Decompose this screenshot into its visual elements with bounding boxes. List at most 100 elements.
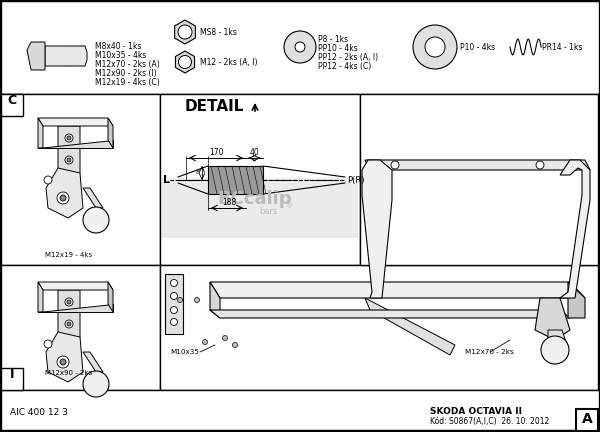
Bar	[1, 265, 160, 390]
Text: MS8 - 1ks: MS8 - 1ks	[200, 28, 237, 37]
Polygon shape	[38, 140, 113, 148]
Text: PP12 - 2ks (A, I): PP12 - 2ks (A, I)	[318, 53, 378, 62]
Polygon shape	[210, 282, 220, 318]
Circle shape	[178, 25, 192, 39]
Text: I: I	[10, 368, 14, 381]
Circle shape	[295, 42, 305, 52]
Circle shape	[57, 192, 69, 204]
Text: A: A	[581, 412, 592, 426]
Circle shape	[223, 336, 227, 340]
Text: M12x90 - 2ks (I): M12x90 - 2ks (I)	[95, 69, 157, 78]
Polygon shape	[46, 168, 83, 218]
Circle shape	[67, 322, 71, 326]
Circle shape	[67, 136, 71, 140]
Text: ®: ®	[286, 203, 293, 209]
Polygon shape	[58, 290, 80, 342]
Circle shape	[170, 280, 178, 286]
Text: PR14 - 1ks: PR14 - 1ks	[542, 43, 583, 52]
Text: C: C	[7, 94, 17, 107]
Circle shape	[65, 134, 73, 142]
Text: M12x19 - 4ks (C): M12x19 - 4ks (C)	[95, 78, 160, 87]
Text: M12x70 - 2ks: M12x70 - 2ks	[465, 349, 514, 355]
Text: P8 - 1ks: P8 - 1ks	[318, 35, 348, 44]
Text: BCcalip: BCcalip	[218, 190, 292, 208]
Polygon shape	[38, 118, 113, 126]
Bar	[208, 166, 263, 194]
Text: Kód: S0867(A,I,C)  26. 10. 2012: Kód: S0867(A,I,C) 26. 10. 2012	[430, 417, 549, 426]
Bar	[1, 1, 599, 94]
Circle shape	[83, 207, 109, 233]
Circle shape	[233, 343, 238, 347]
Polygon shape	[108, 282, 113, 312]
Polygon shape	[83, 188, 103, 208]
Bar	[576, 409, 598, 431]
Text: M10x35 - 4ks: M10x35 - 4ks	[95, 51, 146, 60]
Text: M12x19 - 4ks: M12x19 - 4ks	[45, 252, 92, 258]
Text: DETAIL: DETAIL	[185, 99, 244, 114]
Text: M12x90 - 2ks: M12x90 - 2ks	[45, 370, 92, 376]
Circle shape	[67, 300, 71, 304]
Circle shape	[44, 176, 52, 184]
Text: P10 - 4ks: P10 - 4ks	[460, 43, 495, 52]
Text: PP10 - 4ks: PP10 - 4ks	[318, 44, 358, 53]
Bar	[160, 265, 598, 390]
Polygon shape	[560, 160, 590, 298]
Polygon shape	[568, 282, 585, 318]
Text: L: L	[163, 175, 170, 185]
Circle shape	[65, 298, 73, 306]
Text: 40: 40	[249, 148, 259, 157]
Bar	[1, 368, 23, 390]
Circle shape	[203, 340, 208, 344]
Bar	[162, 178, 358, 238]
Circle shape	[391, 161, 399, 169]
Polygon shape	[46, 332, 83, 382]
Circle shape	[83, 371, 109, 397]
Text: SKODA OCTAVIA II: SKODA OCTAVIA II	[430, 407, 522, 416]
Polygon shape	[535, 298, 570, 340]
Circle shape	[284, 31, 316, 63]
Text: 8: 8	[196, 171, 200, 175]
Bar	[165, 274, 183, 334]
Circle shape	[425, 37, 445, 57]
Circle shape	[170, 292, 178, 299]
Circle shape	[65, 156, 73, 164]
Polygon shape	[365, 160, 590, 170]
Text: M10x35: M10x35	[170, 349, 199, 355]
Polygon shape	[175, 51, 194, 73]
Polygon shape	[38, 118, 43, 148]
Circle shape	[194, 298, 199, 302]
Polygon shape	[38, 282, 43, 312]
Polygon shape	[108, 118, 113, 148]
Text: PP12 - 4ks (C): PP12 - 4ks (C)	[318, 62, 371, 71]
Polygon shape	[83, 352, 103, 372]
Text: P(R): P(R)	[347, 175, 365, 184]
Circle shape	[60, 359, 66, 365]
Polygon shape	[58, 126, 80, 178]
Bar	[1, 94, 23, 116]
Circle shape	[179, 55, 191, 69]
Circle shape	[57, 356, 69, 368]
Polygon shape	[38, 282, 113, 290]
Bar	[1, 94, 160, 265]
Text: 170: 170	[209, 148, 223, 157]
Circle shape	[178, 298, 182, 302]
Polygon shape	[548, 330, 568, 348]
Polygon shape	[210, 282, 585, 298]
Bar	[1, 390, 599, 430]
Circle shape	[44, 340, 52, 348]
Text: 188: 188	[222, 198, 236, 207]
Text: M8x40 - 1ks: M8x40 - 1ks	[95, 42, 142, 51]
Polygon shape	[175, 20, 196, 44]
Bar	[360, 94, 598, 265]
Polygon shape	[210, 310, 570, 318]
Text: AIC 400 12 3: AIC 400 12 3	[10, 408, 68, 417]
Polygon shape	[365, 298, 455, 355]
Circle shape	[65, 320, 73, 328]
Polygon shape	[362, 160, 392, 298]
Circle shape	[536, 161, 544, 169]
Circle shape	[60, 195, 66, 201]
Polygon shape	[45, 46, 87, 66]
Polygon shape	[27, 42, 45, 70]
Text: M12x70 - 2ks (A): M12x70 - 2ks (A)	[95, 60, 160, 69]
Polygon shape	[38, 304, 113, 312]
